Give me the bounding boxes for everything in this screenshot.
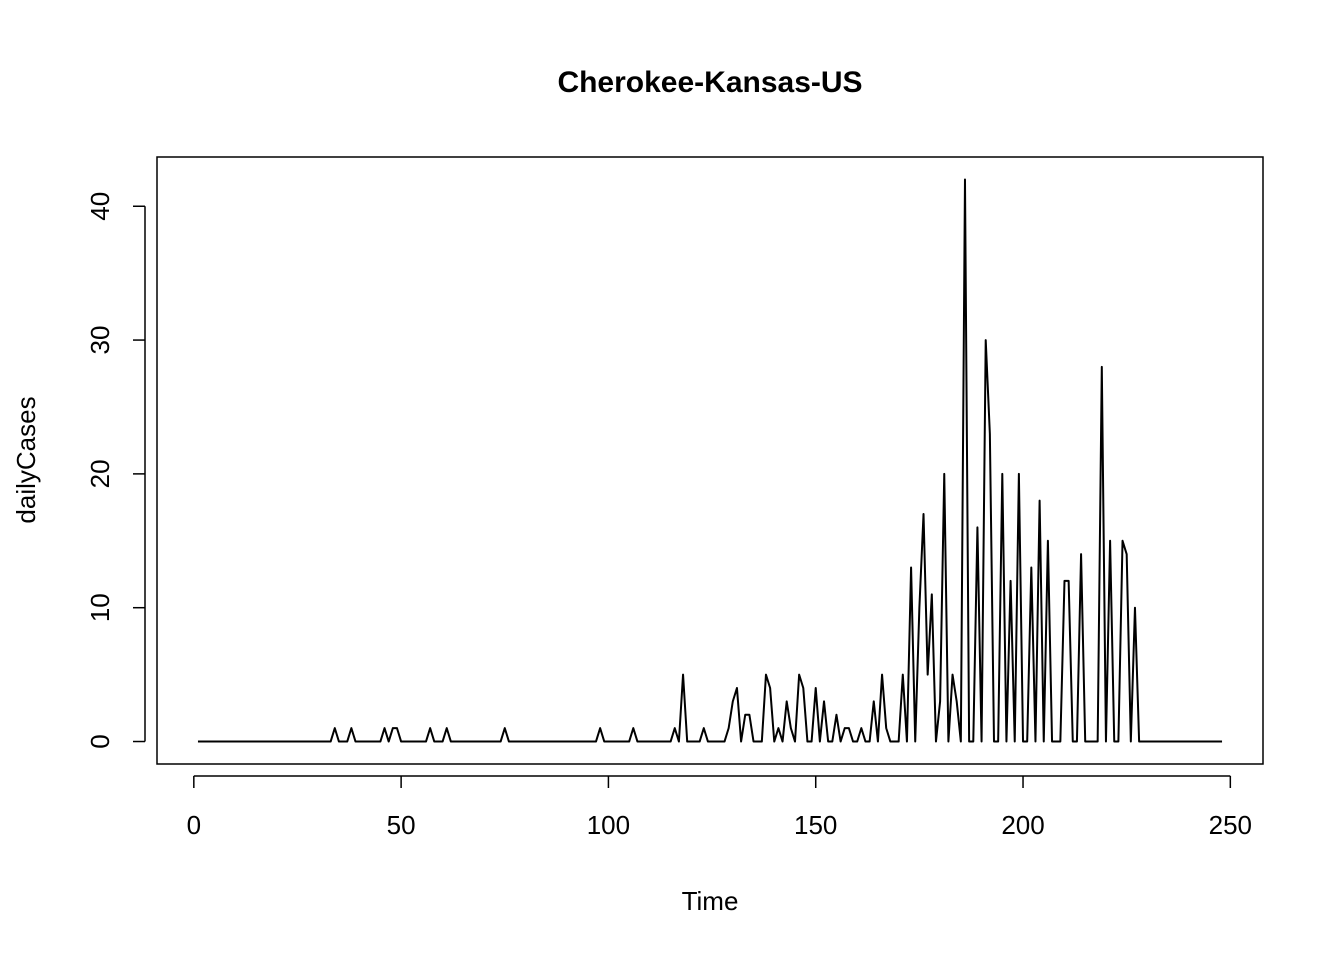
y-tick-label: 10 <box>85 593 115 622</box>
y-tick-label: 30 <box>85 326 115 355</box>
plot-box <box>156 156 1264 765</box>
y-tick-label: 20 <box>85 459 115 488</box>
y-tick-label: 40 <box>85 192 115 221</box>
x-tick-label: 50 <box>387 810 416 840</box>
chart-title: Cherokee-Kansas-US <box>557 66 862 99</box>
x-tick-label: 150 <box>794 810 837 840</box>
x-axis-label: Time <box>682 886 739 916</box>
y-axis-label: dailyCases <box>11 396 41 523</box>
x-tick-label: 200 <box>1001 810 1044 840</box>
y-tick-label: 0 <box>85 734 115 748</box>
x-tick-label: 0 <box>187 810 201 840</box>
x-tick-label: 100 <box>587 810 630 840</box>
data-line <box>197 178 1223 743</box>
x-tick-label: 250 <box>1209 810 1252 840</box>
